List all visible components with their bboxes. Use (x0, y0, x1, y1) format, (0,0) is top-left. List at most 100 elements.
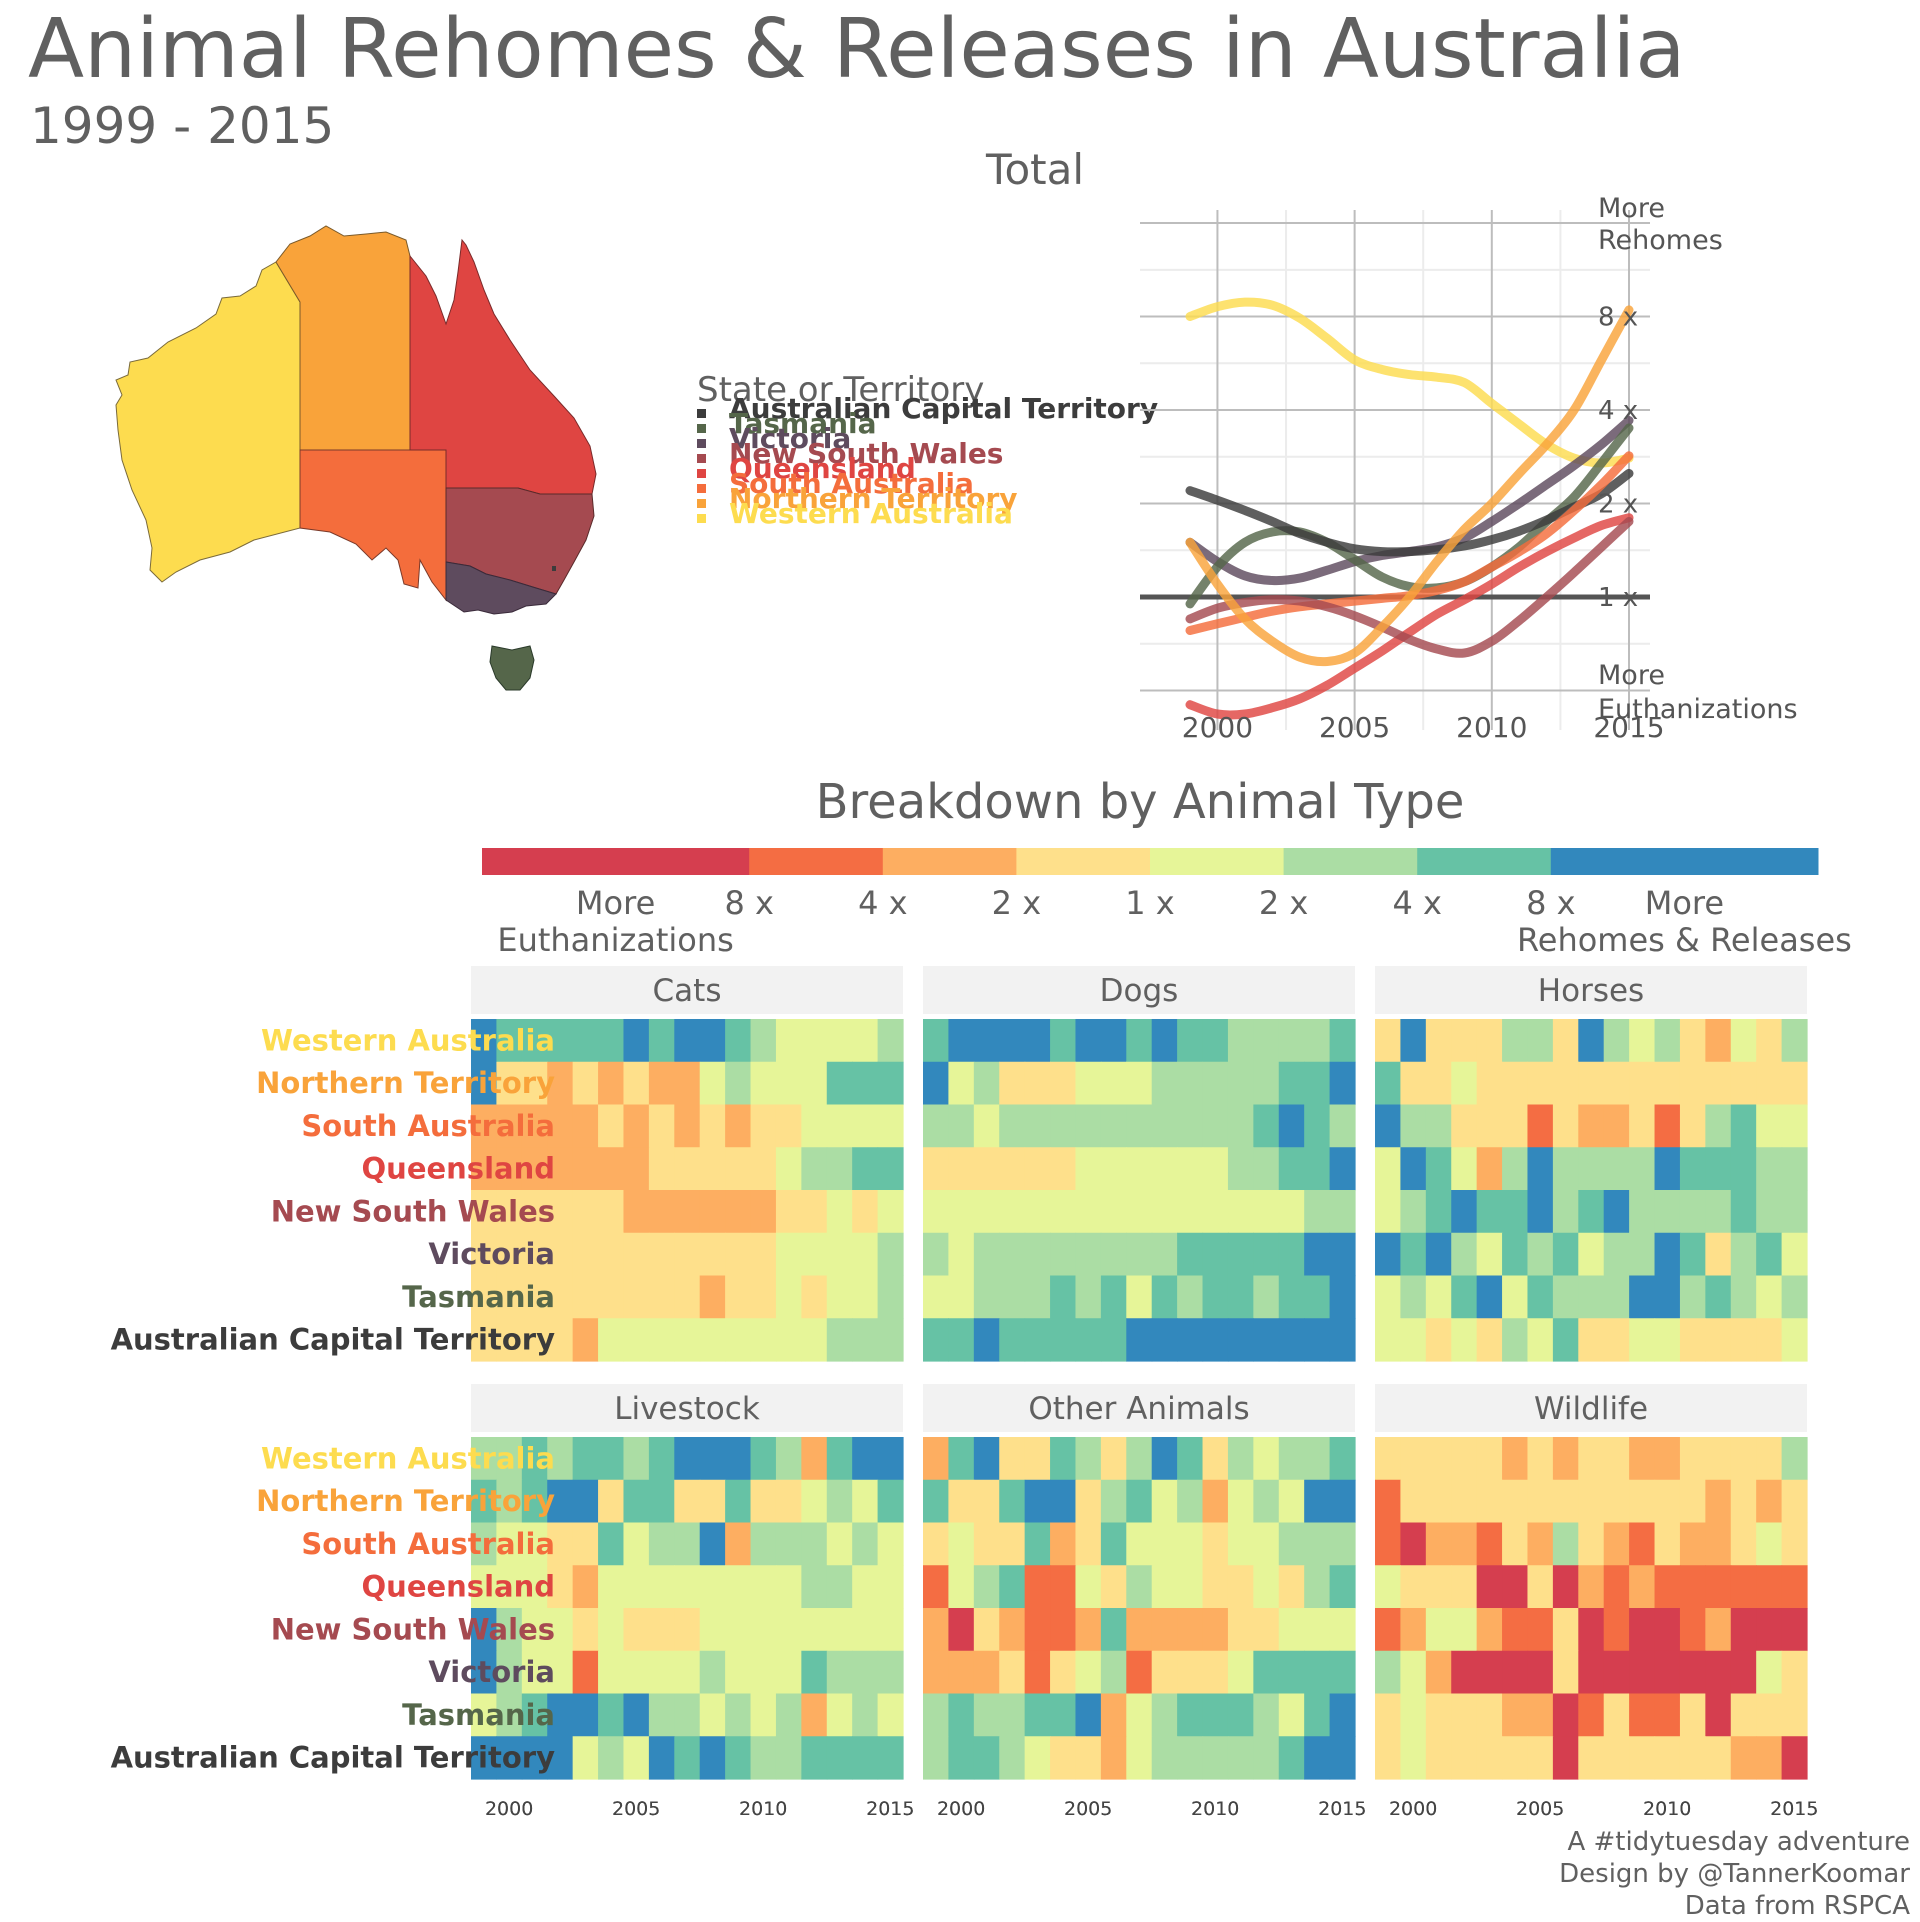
heatmap-cell (1177, 1147, 1204, 1191)
heatmap-cell (1151, 1693, 1178, 1737)
heatmap-cell (1476, 1608, 1503, 1652)
heatmap-cell (1756, 1318, 1783, 1362)
heatmap-cell (1527, 1232, 1554, 1277)
x-tick-label: 2000 (485, 1798, 533, 1820)
heatmap-cell (1126, 1437, 1153, 1481)
heatmap-cell (648, 1147, 675, 1191)
heatmap-cell (877, 1693, 904, 1737)
heatmap-cell (547, 1104, 574, 1148)
heatmap-cell (1227, 1061, 1254, 1106)
heatmap-cell (674, 1190, 701, 1234)
heatmap-cell (623, 1318, 650, 1362)
breakdown-title: Breakdown by Animal Type (816, 774, 1465, 830)
heatmap-cell (999, 1318, 1026, 1362)
heatmap-cell (623, 1061, 650, 1106)
heatmap-cell (1253, 1232, 1280, 1277)
heatmap-cell (598, 1190, 625, 1234)
heatmap-cell (1024, 1190, 1051, 1234)
panel-other-animals: Other Animals 2000 2005 2010 2015 (923, 1384, 1366, 1820)
heatmap-cell (572, 1232, 599, 1277)
x-tick-label: 2000 (1389, 1798, 1437, 1820)
heatmap-cell (1476, 1232, 1503, 1277)
heatmap-cell (1075, 1190, 1102, 1234)
series-line-western-australia (1185, 297, 1634, 468)
heatmap-cell (1227, 1019, 1254, 1063)
heatmap-cell (1304, 1318, 1331, 1362)
heatmap-cell (1304, 1104, 1331, 1148)
heatmap-cell (1705, 1608, 1732, 1652)
heatmap-cell (923, 1147, 950, 1191)
heatmap-cell (699, 1318, 726, 1362)
heatmap-cell (598, 1147, 625, 1191)
heatmap-cell (1278, 1437, 1305, 1481)
heatmap-cell (1451, 1565, 1478, 1609)
panel-livestock: Livestock 2000 2005 2010 2015 (471, 1384, 914, 1820)
heatmap-cell (1151, 1608, 1178, 1652)
heatmap-cell (623, 1147, 650, 1191)
heatmap-cell (572, 1736, 599, 1780)
heatmap-cell (801, 1479, 828, 1524)
heatmap-cell (852, 1275, 879, 1319)
heatmap-cell (1329, 1019, 1356, 1063)
color-scale-label: 2 x (1259, 884, 1308, 922)
x-tick-label: 2010 (1456, 711, 1527, 744)
heatmap-cell (1756, 1608, 1783, 1652)
heatmap-cell (1304, 1190, 1331, 1234)
heatmap-cell (1578, 1318, 1605, 1362)
color-scale-label: 1 x (1125, 884, 1174, 922)
heatmap-cell (1603, 1019, 1630, 1063)
heatmap-cell (521, 1318, 548, 1362)
heatmap-cell (1024, 1275, 1051, 1319)
heatmap-cell (1278, 1318, 1305, 1362)
heatmap-cell (1679, 1190, 1706, 1234)
heatmap-cell (948, 1736, 975, 1780)
row-label-queensland: Queensland (362, 1570, 555, 1604)
heatmap-cell (471, 1190, 498, 1234)
heatmap-cell (1654, 1479, 1681, 1524)
legend-item-victoria: Victoria (697, 422, 851, 455)
heatmap-cell (1202, 1693, 1229, 1737)
heatmap-cell (521, 1275, 548, 1319)
heatmap-cell (1202, 1104, 1229, 1148)
heatmap-cell (1329, 1565, 1356, 1609)
heatmap-cell (1202, 1190, 1229, 1234)
heatmap-cell (1552, 1522, 1579, 1566)
heatmap-cell (1177, 1104, 1204, 1148)
heatmap-cell (1705, 1479, 1732, 1524)
heatmap-cell (1502, 1061, 1529, 1106)
legend-swatch (697, 499, 706, 508)
caption: A #tidytuesday adventure Design by @Tann… (1559, 1826, 1910, 1922)
x-tick-label: 2015 (866, 1798, 914, 1820)
heatmap-cell (674, 1736, 701, 1780)
heatmap-cell (1126, 1019, 1153, 1063)
heatmap-cell (1679, 1565, 1706, 1609)
heatmap-cell (572, 1019, 599, 1063)
heatmap-cell (1253, 1190, 1280, 1234)
heatmap-cell (1705, 1190, 1732, 1234)
heatmap-cell (471, 1232, 498, 1277)
heatmap-cell (1476, 1190, 1503, 1234)
heatmap-cell (750, 1565, 777, 1609)
heatmap-cell (1527, 1479, 1554, 1524)
heatmap-cell (948, 1104, 975, 1148)
heatmap-cell (1075, 1061, 1102, 1106)
heatmap-cell (1502, 1522, 1529, 1566)
heatmap-cell (1075, 1147, 1102, 1191)
heatmap-cell (1329, 1693, 1356, 1737)
heatmap-cell (973, 1650, 1000, 1695)
heatmap-cell (1177, 1061, 1204, 1106)
heatmap-cell (1781, 1019, 1808, 1063)
heatmap-cell (725, 1693, 752, 1737)
heatmap-cell (973, 1190, 1000, 1234)
heatmap-cell (826, 1437, 853, 1481)
color-scale-label-left: Euthanizations (497, 921, 733, 959)
heatmap-cell (623, 1190, 650, 1234)
heatmap-cell (521, 1650, 548, 1695)
heatmap-cell (623, 1104, 650, 1148)
heatmap-cell (598, 1522, 625, 1566)
heatmap-cell (547, 1061, 574, 1106)
heatmap-cell (1375, 1147, 1402, 1191)
heatmap-cell (1100, 1650, 1127, 1695)
heatmap-cell (1329, 1275, 1356, 1319)
heatmap-cell (1578, 1565, 1605, 1609)
